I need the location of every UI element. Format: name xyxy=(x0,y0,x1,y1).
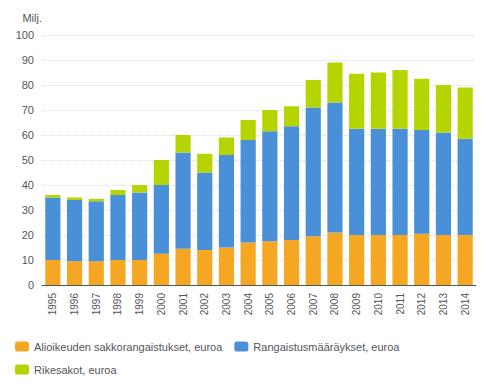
svg-text:2006: 2006 xyxy=(286,293,297,316)
svg-text:1995: 1995 xyxy=(47,293,58,316)
svg-text:2003: 2003 xyxy=(221,293,232,316)
svg-text:2008: 2008 xyxy=(329,293,340,316)
svg-text:0: 0 xyxy=(28,279,34,291)
svg-text:70: 70 xyxy=(22,104,34,116)
svg-text:100: 100 xyxy=(16,29,34,41)
svg-text:Milj.: Milj. xyxy=(22,12,42,24)
svg-text:2000: 2000 xyxy=(156,293,167,316)
svg-text:2012: 2012 xyxy=(416,293,427,316)
svg-text:10: 10 xyxy=(22,254,34,266)
svg-text:2007: 2007 xyxy=(308,293,319,316)
svg-text:90: 90 xyxy=(22,54,34,66)
svg-text:1996: 1996 xyxy=(69,293,80,316)
svg-text:1997: 1997 xyxy=(91,293,102,316)
svg-text:60: 60 xyxy=(22,129,34,141)
svg-text:2004: 2004 xyxy=(243,293,254,316)
svg-text:2014: 2014 xyxy=(460,293,471,316)
svg-text:2005: 2005 xyxy=(264,293,275,316)
svg-text:2010: 2010 xyxy=(373,293,384,316)
svg-text:2009: 2009 xyxy=(351,293,362,316)
svg-text:2013: 2013 xyxy=(438,293,449,316)
svg-text:40: 40 xyxy=(22,179,34,191)
svg-text:30: 30 xyxy=(22,204,34,216)
svg-text:1998: 1998 xyxy=(112,293,123,316)
svg-text:Alioikeuden sakkorangaistukset: Alioikeuden sakkorangaistukset, euroa xyxy=(34,341,223,353)
svg-text:Rangaistusmääräykset, euroa: Rangaistusmääräykset, euroa xyxy=(253,341,400,353)
svg-text:20: 20 xyxy=(22,229,34,241)
svg-text:2002: 2002 xyxy=(199,293,210,316)
svg-text:80: 80 xyxy=(22,79,34,91)
svg-text:2011: 2011 xyxy=(395,293,406,315)
svg-text:Rikesakot, euroa: Rikesakot, euroa xyxy=(34,364,117,376)
svg-text:1999: 1999 xyxy=(134,293,145,316)
svg-text:2001: 2001 xyxy=(178,293,189,316)
svg-text:50: 50 xyxy=(22,154,34,166)
